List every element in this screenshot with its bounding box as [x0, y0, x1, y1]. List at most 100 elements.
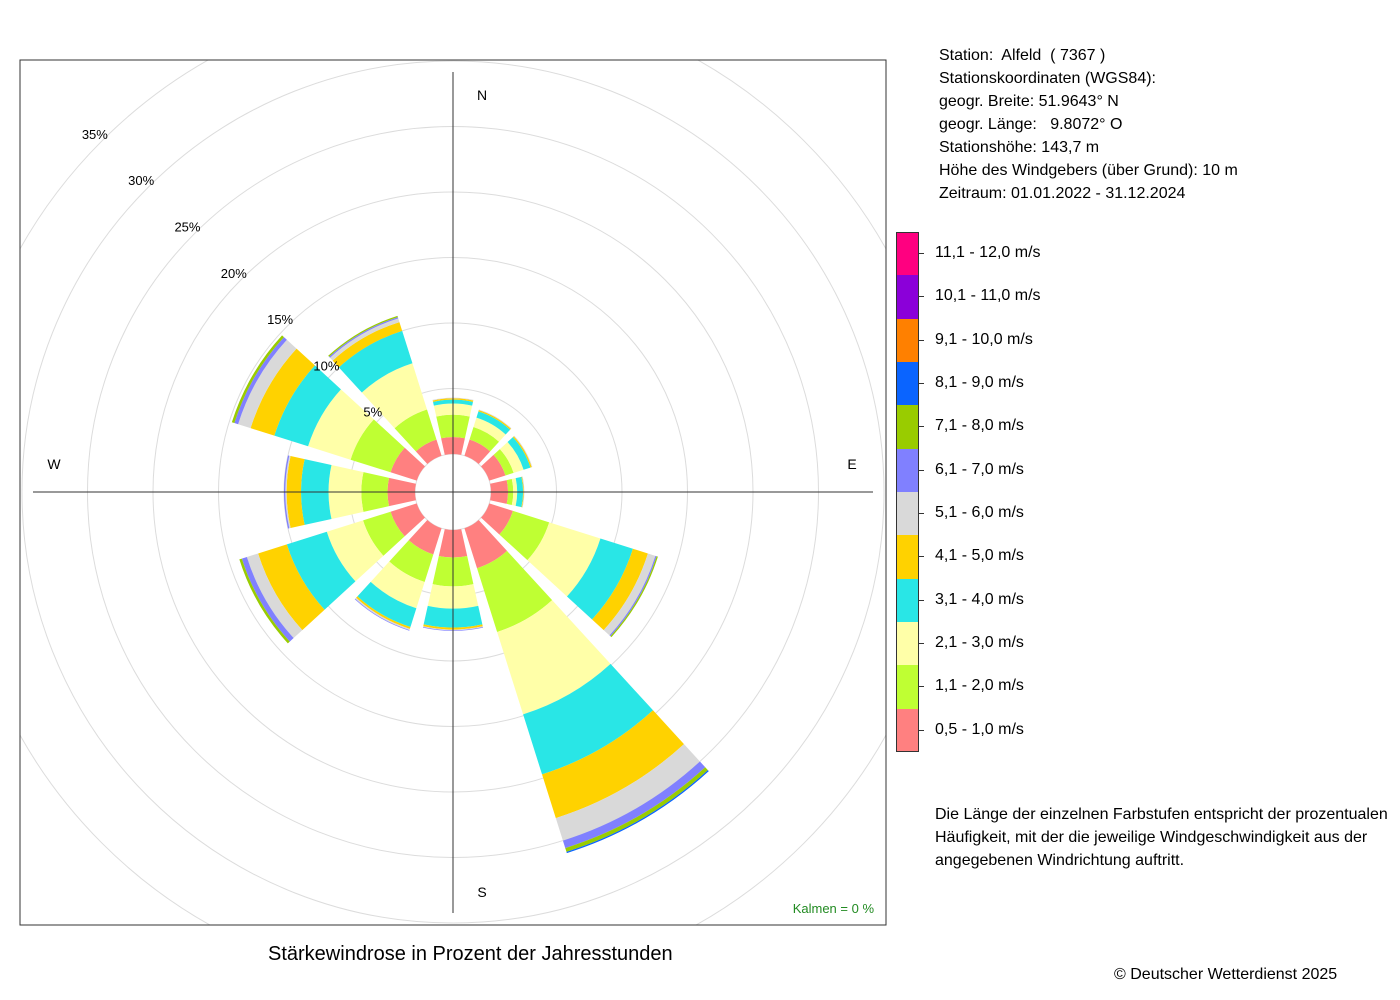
- sector-60-class-4: [507, 437, 531, 470]
- sector-210-class-2: [389, 540, 434, 582]
- sector-300-class-3: [308, 389, 374, 460]
- legend-swatch: [896, 665, 919, 709]
- sector-120-class-6: [603, 553, 656, 636]
- legend-label: 3,1 - 4,0 m/s: [935, 590, 1024, 608]
- legend-tick: [919, 599, 924, 601]
- grid-rings: [20, 60, 886, 925]
- compass-label-s: S: [477, 884, 486, 900]
- sector-60-class-3: [499, 441, 524, 473]
- legend-tick: [919, 469, 924, 471]
- legend-item: 7,1 - 8,0 m/s: [896, 405, 1036, 449]
- sector-150-class-5: [542, 710, 684, 819]
- compass-label-w: W: [47, 456, 61, 472]
- legend-swatch: [896, 708, 919, 752]
- chart-title: Stärkewindrose in Prozent der Jahresstun…: [268, 943, 673, 965]
- sector-30-class-4: [476, 411, 511, 435]
- sector-210-class-1: [408, 520, 442, 555]
- ring-label: 30%: [128, 173, 154, 188]
- legend-item: 10,1 - 11,0 m/s: [896, 275, 1041, 319]
- station-longitude: geogr. Länge: 9.8072° O: [939, 116, 1123, 133]
- legend-label: 1,1 - 2,0 m/s: [935, 677, 1024, 695]
- station-coordinates-heading: Stationskoordinaten (WGS84):: [939, 70, 1156, 87]
- sector-0-class-5: [432, 398, 474, 402]
- sector-60-class-1: [481, 454, 506, 481]
- sector-180-class-6: [423, 626, 483, 631]
- legend-item: 8,1 - 9,0 m/s: [896, 361, 1036, 406]
- sector-180-class-5: [423, 624, 483, 630]
- legend-swatch: [896, 275, 919, 319]
- copyright: © Deutscher Wetterdienst 2025: [1114, 966, 1338, 983]
- sector-300-class-2: [350, 419, 405, 473]
- legend-item: 2,1 - 3,0 m/s: [896, 621, 1036, 666]
- sector-330-class-3: [361, 363, 427, 429]
- sector-150-class-2: [477, 550, 553, 632]
- sector-120-class-4: [566, 538, 633, 620]
- legend-item: 0,5 - 1,0 m/s: [896, 708, 1036, 752]
- legend-swatch: [896, 361, 919, 406]
- legend-item: 1,1 - 2,0 m/s: [896, 665, 1036, 709]
- sector-330-class-5: [332, 322, 403, 368]
- legend-label: 8,1 - 9,0 m/s: [935, 373, 1024, 391]
- legend-label: 2,1 - 3,0 m/s: [935, 633, 1024, 651]
- legend-label: 10,1 - 11,0 m/s: [935, 287, 1041, 305]
- sector-150-class-1: [464, 520, 507, 569]
- legend-swatch: [896, 318, 919, 362]
- sector-300-class-4: [274, 365, 341, 447]
- station-latitude: geogr. Breite: 51.9643° N: [939, 93, 1119, 110]
- sector-210-class-5: [356, 596, 411, 629]
- station-elevation: Stationshöhe: 143,7 m: [939, 139, 1100, 156]
- legend-swatch: [896, 448, 919, 492]
- legend-tick: [919, 686, 924, 688]
- ring-label: 35%: [82, 127, 108, 142]
- legend-tick: [919, 556, 924, 558]
- calm-label: Kalmen = 0 %: [793, 901, 875, 916]
- legend-tick: [919, 642, 924, 644]
- sector-240-class-3: [326, 520, 384, 582]
- sector-330-class-2: [394, 409, 437, 452]
- legend-tick: [919, 426, 924, 428]
- legend-swatch: [896, 491, 919, 536]
- sector-330-class-4: [338, 330, 413, 393]
- speed-legend: 11,1 - 12,0 m/s 10,1 - 11,0 m/s 9,1 - 10,0…: [896, 232, 1041, 752]
- legend-tick: [919, 382, 924, 384]
- legend-swatch: [896, 621, 919, 666]
- legend-tick: [919, 296, 924, 298]
- sector-60-class-5: [512, 436, 532, 468]
- sector-240-class-1: [390, 503, 425, 537]
- sector-330-class-1: [415, 439, 442, 464]
- legend-label: 6,1 - 7,0 m/s: [935, 460, 1024, 478]
- compass-label-n: N: [477, 87, 487, 103]
- sector-120-class-5: [592, 548, 648, 631]
- sector-60-class-2: [493, 449, 514, 476]
- sector-300-class-6: [238, 339, 297, 429]
- sector-120-class-1: [481, 503, 513, 535]
- legend-label: 4,1 - 5,0 m/s: [935, 547, 1024, 565]
- legend-tick: [919, 729, 924, 731]
- anemometer-height: Höhe des Windgebers (über Grund): 10 m: [939, 162, 1238, 179]
- legend-swatch: [896, 535, 919, 579]
- legend-tick: [919, 512, 924, 514]
- sector-90-class-6: [522, 476, 525, 508]
- sector-30-class-1: [464, 439, 491, 464]
- sector-150-class-8: [565, 767, 708, 852]
- sector-300-class-7: [234, 337, 287, 425]
- wind-sectors: [231, 315, 709, 854]
- sector-150-class-3: [497, 600, 611, 715]
- chart-labels: N E S W 5% 10% 15% 20% 25% 30% 35%: [47, 87, 856, 900]
- legend-swatch: [896, 232, 919, 276]
- sector-150-class-4: [523, 663, 654, 775]
- grid-ring: [21, 60, 885, 924]
- legend-label: 9,1 - 10,0 m/s: [935, 330, 1033, 348]
- sector-300-class-5: [250, 348, 315, 436]
- legend-item: 3,1 - 4,0 m/s: [896, 578, 1036, 622]
- time-period: Zeitraum: 01.01.2022 - 31.12.2024: [939, 185, 1186, 202]
- legend-label: 7,1 - 8,0 m/s: [935, 417, 1024, 435]
- explanation-note: Die Länge der einzelnen Farbstufen entsp…: [935, 806, 1388, 869]
- sector-150-class-7: [562, 761, 706, 849]
- sector-240-class-8: [239, 558, 290, 644]
- legend-label: 0,5 - 1,0 m/s: [935, 720, 1024, 738]
- sector-120-class-3: [527, 522, 601, 597]
- sector-240-class-6: [246, 553, 303, 639]
- sector-240-class-7: [241, 557, 294, 642]
